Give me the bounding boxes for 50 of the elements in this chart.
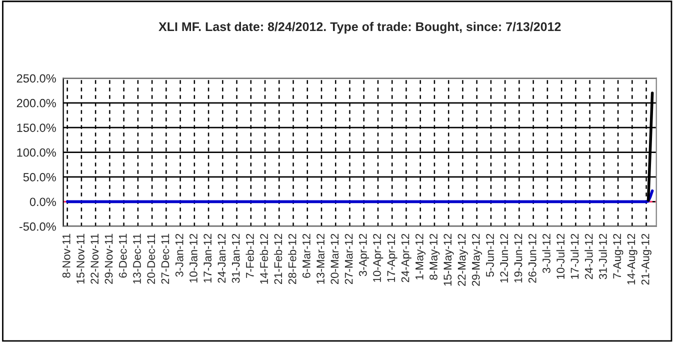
x-tick-label: 22-Nov-11 [90, 234, 99, 284]
x-tick-label: 17-Jul-12 [570, 234, 579, 279]
x-tick-label: 10-Apr-12 [373, 234, 384, 282]
x-tick-label: 24-Jul-12 [584, 234, 593, 280]
x-tick-label: 22-May-12 [458, 234, 468, 286]
x-tick-label: 31-Jan-12 [232, 234, 240, 283]
x-tick-label: 27-Mar-12 [344, 234, 353, 284]
x-tick-label: 19-Jun-12 [514, 234, 522, 283]
y-tick-label: 150.0% [17, 124, 56, 132]
x-tick-label: 20-Mar-12 [330, 234, 339, 284]
x-tick-label: 15-Nov-11 [76, 234, 84, 284]
x-tick-label: 3-Apr-12 [358, 234, 370, 276]
x-tick-label: 7-Feb-12 [246, 234, 254, 278]
y-tick-label: 50.0% [23, 173, 56, 182]
x-tick-label: 13-Dec-11 [133, 234, 141, 284]
y-tick-label: 0.0% [30, 198, 56, 206]
x-tick-label: 8-Nov-11 [62, 234, 70, 278]
x-tick-label: 29-Nov-11 [104, 234, 113, 284]
y-tick-label: 250.0% [16, 74, 56, 83]
x-tick-label: 6-Mar-12 [302, 234, 310, 278]
x-tick-label: 15-May-12 [444, 234, 454, 286]
x-tick-label: 29-May-12 [472, 234, 482, 286]
x-tick-label: 14-Aug-12 [627, 234, 638, 284]
x-tick-label: 10-Jul-12 [556, 234, 565, 279]
x-tick-label: 24-Apr-12 [401, 234, 412, 282]
x-tick-label: 1-May-12 [415, 234, 426, 280]
x-tick-label: 5-Jun-12 [486, 234, 494, 277]
x-tick-label: 27-Dec-11 [161, 234, 170, 284]
x-tick-label: 14-Feb-12 [260, 234, 268, 284]
x-tick-label: 12-Jun-12 [500, 234, 508, 283]
x-tick-label: 26-Jun-12 [528, 234, 536, 283]
x-tick-label: 3-Jan-12 [175, 234, 184, 277]
x-tick-label: 7-Aug-12 [613, 234, 624, 278]
x-tick-label: 17-Apr-12 [387, 234, 398, 282]
y-tick-label: 200.0% [16, 98, 56, 108]
x-tick-label: 20-Dec-11 [147, 234, 156, 284]
x-tick-label: 24-Jan-12 [218, 234, 226, 283]
y-tick-label: -50.0% [19, 222, 56, 231]
x-tick-label: 3-Jul-12 [542, 234, 550, 274]
x-tick-label: 17-Jan-12 [204, 234, 212, 283]
x-tick-label: 13-Mar-12 [316, 234, 324, 284]
y-tick-label: 100.0% [17, 148, 56, 157]
x-tick-label: 6-Dec-11 [118, 234, 127, 278]
x-tick-label: 8-May-12 [430, 234, 440, 280]
x-tick-label: 10-Jan-12 [190, 234, 198, 283]
x-tick-label: 28-Feb-12 [288, 234, 296, 284]
chart-title: XLI MF. Last date: 8/24/2012. Type of trade: Bought, since: 7/13/2012 [158, 22, 561, 34]
x-tick-label: 21-Feb-12 [274, 234, 282, 284]
x-tick-label: 21-Aug-12 [641, 234, 652, 285]
x-tick-label: 31-Jul-12 [598, 234, 607, 280]
